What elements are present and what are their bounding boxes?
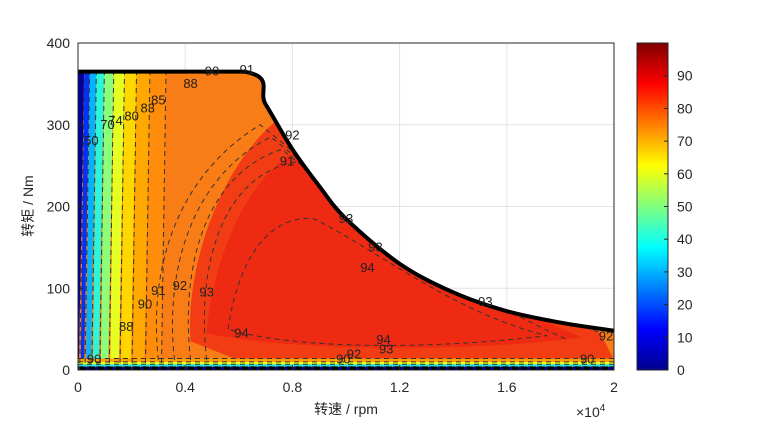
band-low-torque (78, 364, 614, 367)
contour-label: 93 (478, 294, 492, 309)
y-axis-label: 转矩 / Nm (20, 175, 36, 236)
contour-line-peak (227, 218, 548, 346)
contour-label: 70 (100, 117, 114, 132)
colorbar-ticks: 0 10 20 30 40 50 60 70 80 90 (664, 68, 693, 378)
band-low-torque (78, 358, 614, 362)
colorbar-tick-label: 50 (677, 199, 693, 215)
colorbar-tick-label: 90 (677, 68, 693, 84)
contour-line (131, 71, 138, 371)
band (80, 71, 91, 370)
contour-label: 90 (138, 297, 152, 312)
band-low-torque (78, 361, 614, 365)
x-tick-label: 1.6 (497, 379, 517, 395)
colorbar-tick-label: 40 (677, 231, 693, 247)
contour-line (99, 71, 106, 371)
x-axis-ticks: 0 0.4 0.8 1.2 1.6 2 (74, 365, 618, 395)
x-tick-label: 0 (74, 379, 82, 395)
contour-label: 88 (183, 76, 197, 91)
colorbar-tick-label: 0 (677, 362, 685, 378)
contour-label: 88 (119, 319, 133, 334)
y-tick-label: 300 (47, 117, 71, 133)
contour-label: 90 (580, 351, 594, 366)
contour-label: 92 (173, 278, 187, 293)
y-tick-label: 400 (47, 35, 71, 51)
contour-line (84, 71, 91, 371)
contour-label: 90 (205, 64, 219, 79)
colorbar-tick-label: 20 (677, 297, 693, 313)
contour-label: 90 (87, 351, 101, 366)
colorbar-tick-label: 60 (677, 166, 693, 182)
x-tick-label: 0.8 (283, 379, 303, 395)
band (132, 71, 151, 370)
contour-line (144, 71, 151, 371)
contour-label: 92 (285, 127, 299, 142)
band (120, 71, 137, 370)
torque-envelope-line (78, 69, 615, 333)
colorbar-tick-label: 80 (677, 100, 693, 116)
x-tick-label: 0.4 (175, 379, 195, 395)
contour-label: 93 (379, 342, 393, 357)
contour-label: 91 (151, 283, 165, 298)
contour-label: 91 (240, 62, 254, 77)
contour-line (160, 71, 167, 371)
contour-label: 85 (151, 92, 165, 107)
contour-label: 83 (140, 100, 154, 115)
contour-label: 92 (347, 347, 361, 362)
contour-label: 90 (336, 351, 350, 366)
contour-label: 94 (360, 260, 374, 275)
colorbar-tick-label: 10 (677, 329, 693, 345)
contour-label: 94 (234, 325, 248, 340)
x-tick-label: 2 (610, 379, 618, 395)
contour-label: 94 (376, 332, 390, 347)
band (100, 71, 115, 370)
contour-line (119, 71, 126, 371)
contour-label: 93 (199, 284, 213, 299)
y-tick-label: 0 (62, 362, 70, 378)
band (110, 71, 125, 370)
contour-label: 91 (280, 154, 294, 169)
colorbar-tick-label: 30 (677, 264, 693, 280)
y-tick-label: 200 (47, 199, 71, 215)
contour-label: 80 (124, 109, 138, 124)
contour-label: 74 (108, 113, 122, 128)
contour-line (108, 71, 115, 371)
colorbar-tick-label: 70 (677, 133, 693, 149)
contour-label: 93 (339, 211, 353, 226)
colorbar (636, 42, 669, 371)
contour-line (91, 71, 98, 371)
y-tick-label: 100 (47, 280, 71, 296)
x-tick-label: 1.2 (390, 379, 410, 395)
band (146, 71, 167, 370)
x-axis-exponent: ×104 (576, 403, 606, 420)
x-axis-label: 转速 / rpm (314, 401, 378, 417)
contour-label: 50 (84, 133, 98, 148)
contour-line (187, 148, 601, 361)
contour-label: 92 (599, 329, 613, 344)
y-axis-ticks: 0 100 200 300 400 (47, 35, 83, 378)
band (86, 71, 97, 370)
contour-label: 93 (368, 239, 382, 254)
